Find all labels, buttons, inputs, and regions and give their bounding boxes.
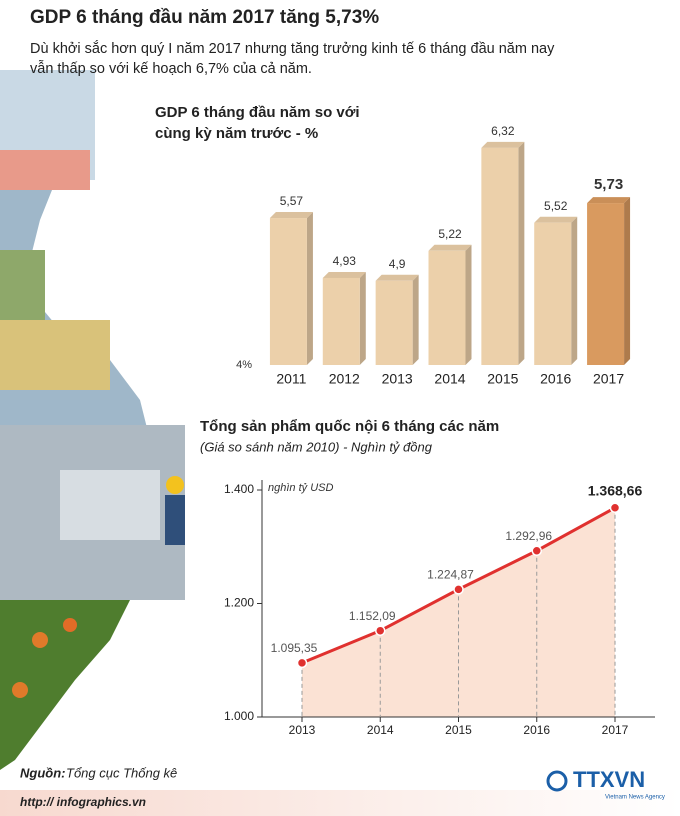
logo-icon <box>546 770 568 792</box>
bar <box>534 222 572 365</box>
bar-side <box>571 216 578 365</box>
x-tick-label: 2013 <box>382 371 413 387</box>
point <box>375 625 386 636</box>
bar-side <box>359 271 366 365</box>
title: GDP 6 tháng đầu năm 2017 tăng 5,73% <box>30 7 379 28</box>
bar <box>269 218 307 365</box>
bar-side <box>465 244 472 365</box>
point <box>453 584 464 595</box>
bar-top <box>534 216 578 223</box>
subtitle: vẫn thấp so với kế hoạch 6,7% của cả năm… <box>30 60 312 77</box>
y-tick-label: 1.400 <box>224 482 254 496</box>
bar <box>481 147 519 365</box>
value-label: 1.095,35 <box>271 641 318 655</box>
source-label: Nguồn: <box>20 765 65 780</box>
bar <box>428 250 466 365</box>
chart-title: Tổng sản phẩm quốc nội 6 tháng các năm <box>200 418 499 435</box>
footer-strip <box>0 790 680 816</box>
bar-top <box>322 271 366 278</box>
bar-side <box>412 274 419 365</box>
value-label: 5,22 <box>438 227 462 241</box>
bar-top <box>375 274 419 281</box>
point <box>296 657 308 669</box>
value-label: 1.152,09 <box>349 609 396 623</box>
x-tick-label: 2011 <box>276 371 306 387</box>
x-tick-label: 2017 <box>602 723 629 737</box>
x-tick-label: 2014 <box>367 723 394 737</box>
x-tick-label: 2014 <box>434 371 465 387</box>
bar <box>375 280 413 365</box>
logo: TTXVN <box>573 767 645 792</box>
bar <box>587 203 625 365</box>
y-tick-label: 4% <box>236 359 252 371</box>
bar-side <box>624 197 631 365</box>
value-label: 5,57 <box>280 194 304 208</box>
value-label: 1.368,66 <box>588 482 643 498</box>
subtitle: Dù khởi sắc hơn quý I năm 2017 nhưng tăn… <box>30 40 555 57</box>
x-tick-label: 2015 <box>445 723 472 737</box>
x-tick-label: 2017 <box>593 371 624 387</box>
point <box>609 502 621 514</box>
photo-collage <box>0 70 185 770</box>
axis-label: nghìn tỷ USD <box>268 482 333 494</box>
x-tick-label: 2016 <box>540 371 571 387</box>
value-label: 4,9 <box>389 257 406 271</box>
x-tick-label: 2012 <box>329 371 360 387</box>
value-label: 1.292,96 <box>505 529 552 543</box>
bar-top <box>269 212 313 219</box>
bar <box>322 277 360 365</box>
logo-sub: Vietnam News Agency <box>605 795 665 801</box>
source: Tổng cục Thống kê <box>66 765 177 780</box>
value-label: 5,52 <box>544 199 568 213</box>
bar-top <box>428 244 472 251</box>
y-tick-label: 1.200 <box>224 596 254 610</box>
value-label: 5,73 <box>594 176 623 193</box>
chart-subtitle: (Giá so sánh năm 2010) - Nghìn tỷ đồng <box>200 439 433 454</box>
y-tick-label: 1.000 <box>224 709 254 723</box>
x-tick-label: 2016 <box>523 723 550 737</box>
x-tick-label: 2015 <box>487 371 518 387</box>
chart-title: GDP 6 tháng đầu năm so với <box>155 104 360 121</box>
bar-side <box>518 141 525 365</box>
url: http:// infographics.vn <box>20 795 146 809</box>
point <box>531 545 542 556</box>
chart-title: cùng kỳ năm trước - % <box>155 125 318 142</box>
bar-top <box>587 197 631 204</box>
bar-side <box>306 212 313 365</box>
value-label: 4,93 <box>333 254 357 268</box>
x-tick-label: 2013 <box>289 723 316 737</box>
value-label: 1.224,87 <box>427 568 474 582</box>
bar-top <box>481 141 525 148</box>
value-label: 6,32 <box>491 124 515 138</box>
